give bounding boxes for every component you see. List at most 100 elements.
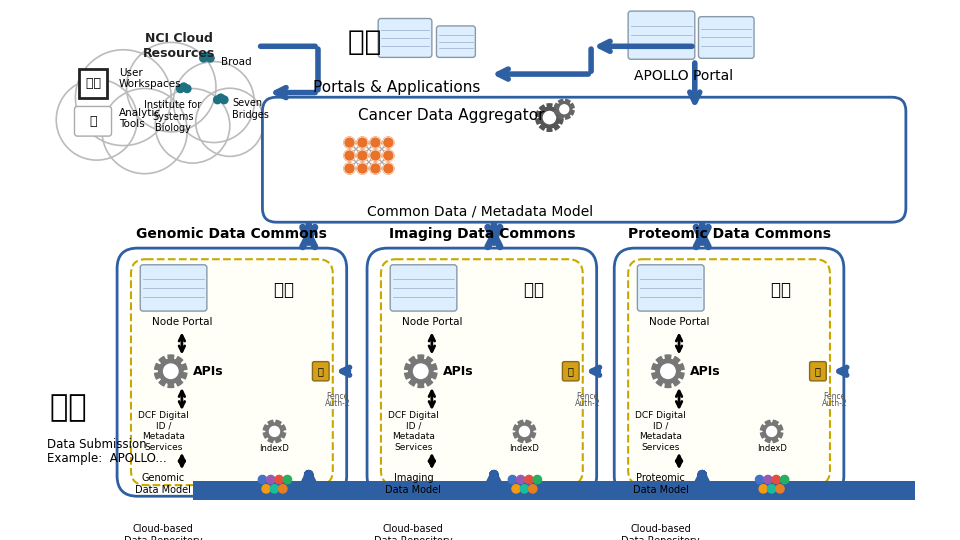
Text: Node Portal: Node Portal — [152, 317, 212, 327]
FancyBboxPatch shape — [201, 57, 213, 59]
Text: Data Submission: Data Submission — [47, 438, 146, 451]
Text: 🧑‍💻: 🧑‍💻 — [85, 77, 101, 90]
Circle shape — [127, 43, 216, 132]
Text: Imaging
Data Model: Imaging Data Model — [385, 474, 442, 495]
FancyBboxPatch shape — [214, 98, 228, 102]
FancyBboxPatch shape — [390, 265, 457, 311]
Circle shape — [660, 364, 675, 379]
Text: 📊: 📊 — [89, 115, 97, 128]
Text: 🧑‍💻: 🧑‍💻 — [524, 281, 543, 299]
Circle shape — [344, 150, 355, 161]
Text: Genomic
Data Model: Genomic Data Model — [135, 474, 191, 495]
Text: Node Portal: Node Portal — [649, 317, 709, 327]
Polygon shape — [514, 420, 536, 442]
FancyBboxPatch shape — [809, 362, 827, 381]
FancyBboxPatch shape — [378, 18, 432, 57]
FancyBboxPatch shape — [140, 265, 207, 311]
Polygon shape — [155, 355, 187, 388]
Circle shape — [213, 96, 222, 104]
FancyBboxPatch shape — [699, 17, 754, 58]
Circle shape — [370, 163, 381, 174]
Circle shape — [270, 427, 279, 436]
Circle shape — [508, 475, 516, 484]
Circle shape — [764, 475, 772, 484]
Circle shape — [357, 163, 368, 174]
FancyBboxPatch shape — [75, 106, 111, 136]
FancyBboxPatch shape — [381, 259, 583, 485]
FancyBboxPatch shape — [177, 87, 190, 90]
Circle shape — [271, 485, 278, 493]
Text: 🧑‍💻: 🧑‍💻 — [274, 281, 294, 299]
Circle shape — [780, 475, 789, 484]
Circle shape — [220, 96, 228, 104]
Circle shape — [283, 475, 292, 484]
Circle shape — [177, 85, 184, 92]
Polygon shape — [652, 355, 684, 388]
Circle shape — [772, 475, 780, 484]
Circle shape — [560, 105, 568, 114]
Circle shape — [183, 85, 191, 92]
Circle shape — [163, 364, 178, 379]
FancyBboxPatch shape — [131, 259, 333, 485]
Circle shape — [767, 427, 777, 436]
Text: APIs: APIs — [690, 364, 721, 378]
Circle shape — [767, 485, 776, 493]
Text: IndexD: IndexD — [756, 444, 786, 454]
Text: 🔒: 🔒 — [567, 366, 574, 376]
Bar — [193, 482, 915, 500]
Circle shape — [174, 62, 254, 143]
Polygon shape — [760, 420, 782, 442]
Circle shape — [275, 475, 283, 484]
Text: APIs: APIs — [443, 364, 473, 378]
Text: APIs: APIs — [193, 364, 224, 378]
Text: Proteomic
Data Model: Proteomic Data Model — [633, 474, 688, 495]
Circle shape — [206, 55, 214, 62]
Text: Genomic Data Commons: Genomic Data Commons — [136, 227, 327, 241]
Text: Auth-2: Auth-2 — [575, 399, 600, 408]
FancyBboxPatch shape — [563, 362, 579, 381]
Text: Seven
Bridges: Seven Bridges — [232, 98, 269, 120]
FancyBboxPatch shape — [628, 11, 695, 59]
Circle shape — [76, 50, 171, 146]
Text: Broad: Broad — [221, 57, 252, 67]
Text: IndexD: IndexD — [510, 444, 540, 454]
Circle shape — [520, 485, 529, 493]
Text: Cloud-based
Data Repository: Cloud-based Data Repository — [374, 524, 453, 540]
Circle shape — [529, 485, 537, 493]
Polygon shape — [554, 99, 574, 119]
Text: Analytic
Tools: Analytic Tools — [119, 107, 161, 129]
Bar — [267, 524, 300, 540]
Circle shape — [533, 475, 541, 484]
Circle shape — [776, 485, 784, 493]
Text: Fence: Fence — [824, 392, 846, 401]
Text: Auth-2: Auth-2 — [822, 399, 848, 408]
Polygon shape — [536, 104, 564, 131]
Polygon shape — [405, 355, 437, 388]
Circle shape — [519, 427, 529, 436]
Circle shape — [756, 475, 764, 484]
Polygon shape — [263, 420, 285, 442]
Circle shape — [267, 475, 275, 484]
Text: 🧑‍💻: 🧑‍💻 — [348, 28, 381, 56]
FancyBboxPatch shape — [117, 248, 347, 496]
Text: 🧑‍💻: 🧑‍💻 — [771, 281, 791, 299]
Circle shape — [180, 83, 187, 91]
FancyBboxPatch shape — [628, 259, 830, 485]
Circle shape — [258, 475, 267, 484]
Text: Imaging Data Commons: Imaging Data Commons — [389, 227, 575, 241]
Text: 🔒: 🔒 — [815, 366, 821, 376]
Text: NCI Cloud
Resources: NCI Cloud Resources — [143, 32, 215, 60]
Bar — [517, 524, 550, 540]
Circle shape — [203, 52, 211, 60]
Circle shape — [525, 475, 533, 484]
FancyBboxPatch shape — [614, 248, 844, 496]
FancyBboxPatch shape — [312, 362, 329, 381]
Text: Fence: Fence — [576, 392, 598, 401]
Text: Cancer Data Aggregator: Cancer Data Aggregator — [358, 108, 544, 123]
Bar — [764, 524, 798, 540]
Circle shape — [370, 137, 381, 148]
Circle shape — [370, 150, 381, 161]
Circle shape — [512, 485, 520, 493]
Circle shape — [383, 150, 394, 161]
Text: 🔒: 🔒 — [318, 366, 324, 376]
